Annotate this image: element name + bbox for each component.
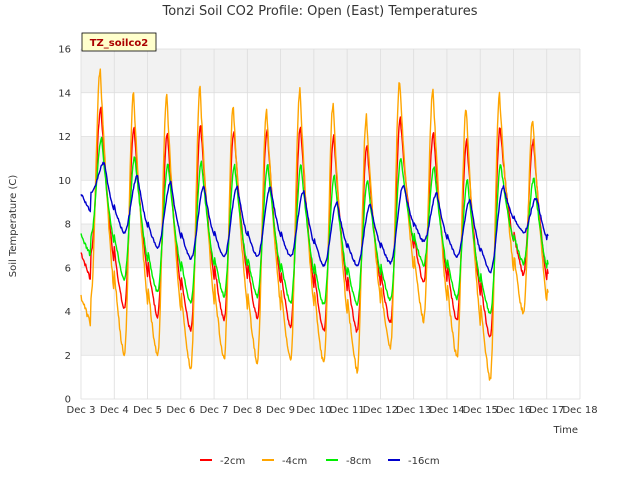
y-tick-label: 2 (65, 351, 71, 362)
y-tick-label: 14 (58, 88, 71, 99)
legend-label: -8cm (346, 456, 371, 467)
x-tick-label: Dec 5 (133, 405, 162, 416)
y-tick-label: 0 (65, 395, 71, 406)
x-axis-label: Time (553, 425, 578, 436)
series-line-minus8cm (80, 136, 549, 315)
series-group (80, 68, 549, 381)
x-axis-ticks: Dec 3 Dec 4 Dec 5 Dec 6 Dec 7 Dec 8 Dec 9 Dec 1… (67, 405, 598, 416)
x-tick-label: Dec 18 (562, 405, 597, 416)
x-tick-label: Dec 10 (296, 405, 331, 416)
x-tick-label: Dec 12 (363, 405, 398, 416)
series-line-minus4cm (80, 68, 549, 381)
y-tick-label: 10 (58, 176, 71, 187)
y-tick-label: 6 (65, 263, 71, 274)
x-tick-label: Dec 3 (67, 405, 96, 416)
y-axis-label: Soil Temperature (C) (8, 175, 19, 278)
x-tick-label: Dec 17 (529, 405, 564, 416)
y-tick-label: 4 (65, 307, 71, 318)
x-tick-label: Dec 4 (100, 405, 129, 416)
y-axis-ticks: 0 2 4 6 8 10 12 14 16 (58, 45, 71, 406)
x-tick-label: Dec 9 (266, 405, 295, 416)
legend-label: -2cm (220, 456, 245, 467)
x-tick-label: Dec 11 (330, 405, 365, 416)
y-band (81, 311, 580, 356)
tag-box-frame (81, 32, 157, 52)
series-line-minus16cm (80, 161, 549, 274)
legend-label: -4cm (282, 456, 307, 467)
legend: -2cm -4cm -8cm -16cm (200, 456, 440, 467)
x-tick-label: Dec 13 (396, 405, 431, 416)
y-band (81, 49, 580, 93)
legend-label: -16cm (408, 456, 440, 467)
tag-box: TZ_soilco2 (81, 32, 157, 52)
x-tick-label: Dec 6 (166, 405, 195, 416)
y-tick-label: 16 (58, 45, 71, 56)
chart-title: Tonzi Soil CO2 Profile: Open (East) Temp… (161, 4, 477, 19)
x-tick-label: Dec 8 (233, 405, 262, 416)
y-tick-label: 8 (65, 220, 71, 231)
x-tick-label: Dec 16 (496, 405, 531, 416)
y-tick-label: 12 (58, 132, 71, 143)
x-tick-label: Dec 7 (200, 405, 229, 416)
tag-label: TZ_soilco2 (90, 38, 149, 49)
x-tick-label: Dec 15 (463, 405, 498, 416)
x-tick-label: Dec 14 (429, 405, 464, 416)
